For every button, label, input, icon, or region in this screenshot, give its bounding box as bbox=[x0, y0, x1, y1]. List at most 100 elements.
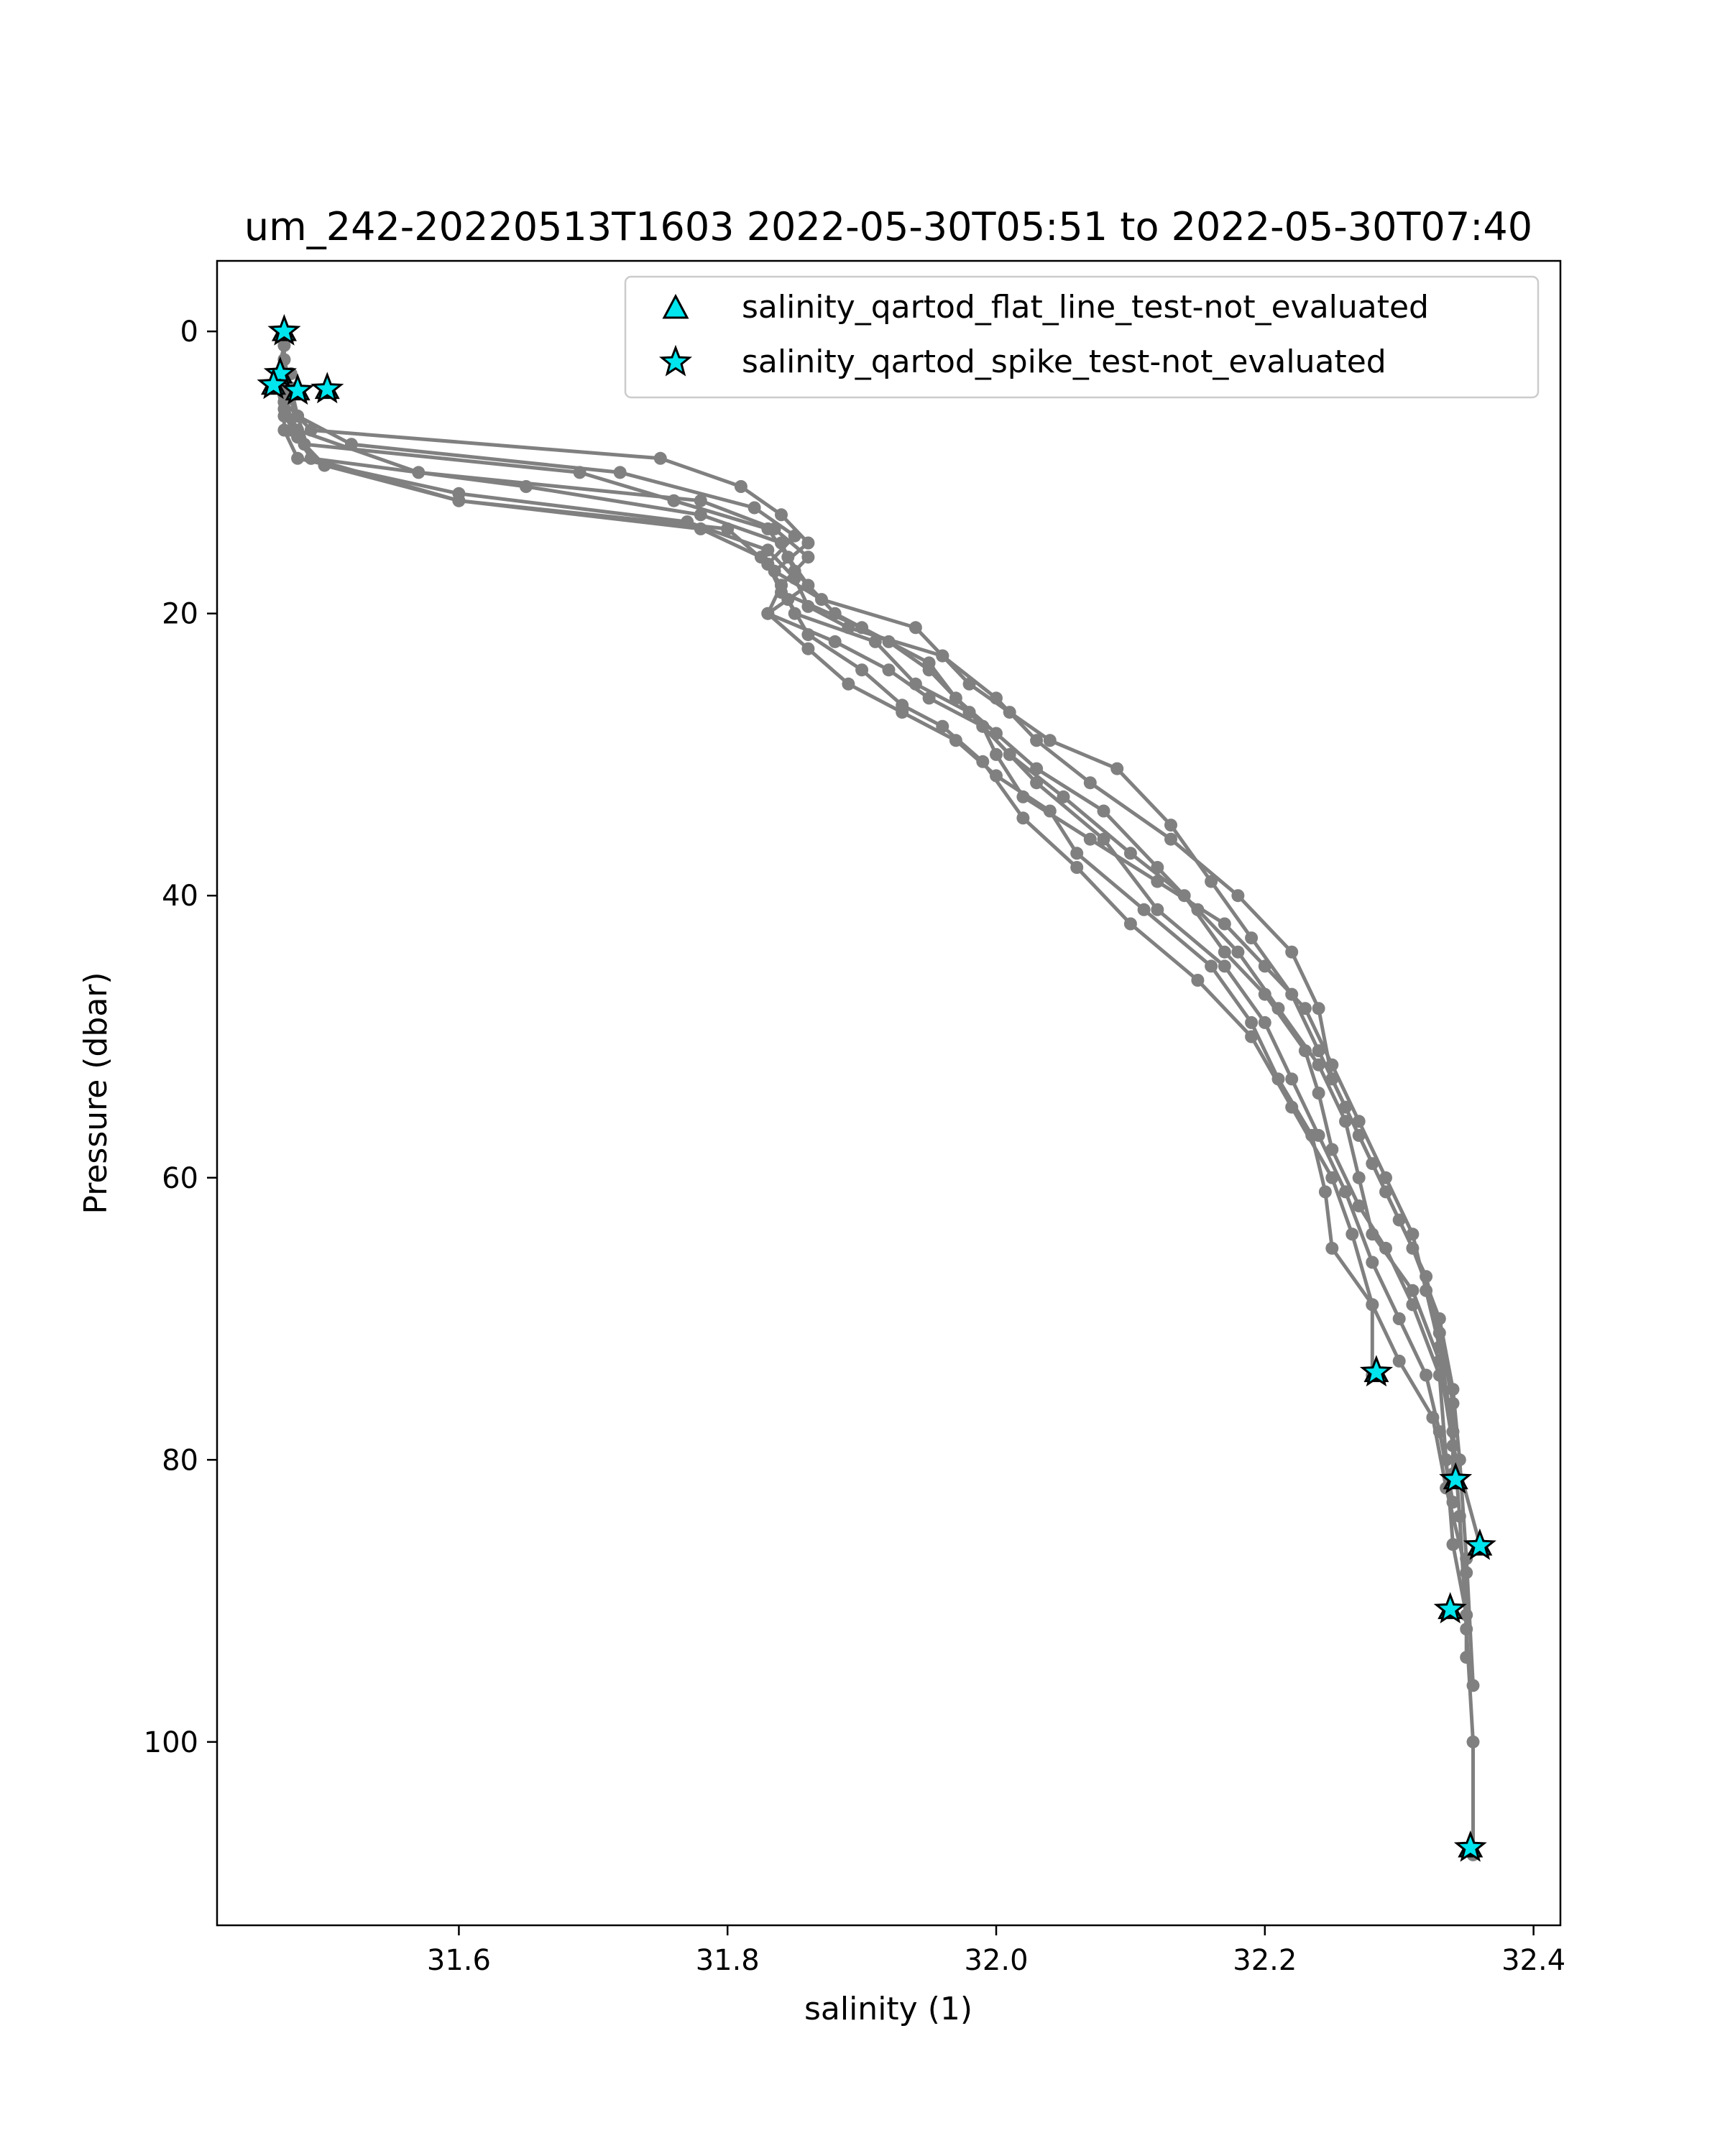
profile-point bbox=[1043, 734, 1057, 747]
legend-triangle-marker bbox=[662, 293, 689, 319]
profile-point bbox=[1110, 762, 1124, 775]
profile-point bbox=[1312, 1128, 1325, 1142]
profile-point bbox=[613, 466, 627, 479]
profile-point bbox=[936, 649, 949, 663]
profile-point bbox=[1446, 1496, 1460, 1509]
profile-point bbox=[788, 529, 801, 543]
profile-point bbox=[1177, 889, 1191, 903]
legend-label-flat-line: salinity_qartod_flat_line_test-not_evalu… bbox=[742, 289, 1429, 326]
legend-star-marker bbox=[658, 344, 693, 377]
profile-point bbox=[519, 480, 533, 493]
profile-point bbox=[1312, 1044, 1325, 1058]
profile-point bbox=[748, 501, 761, 515]
profile-point bbox=[1245, 1030, 1259, 1044]
spike-flag-marker bbox=[310, 372, 344, 404]
profile-point bbox=[1245, 1015, 1259, 1029]
profile-point bbox=[1366, 1298, 1379, 1312]
profile-point bbox=[828, 607, 842, 620]
profile-point bbox=[1070, 847, 1084, 860]
profile-point bbox=[1325, 1241, 1339, 1255]
profile-point bbox=[1325, 1072, 1339, 1086]
profile-point bbox=[908, 677, 922, 691]
profile-point bbox=[788, 564, 801, 578]
profile-point bbox=[1406, 1241, 1420, 1255]
profile-point bbox=[1043, 804, 1057, 818]
profile-point bbox=[1083, 832, 1097, 846]
profile-point bbox=[291, 409, 305, 423]
profile-point bbox=[734, 480, 748, 493]
profile-point bbox=[1318, 1185, 1332, 1199]
profile-point bbox=[1123, 917, 1137, 931]
x-axis-label: salinity (1) bbox=[804, 1991, 972, 2027]
x-tick-label: 31.6 bbox=[427, 1944, 491, 1977]
spike-flag-marker bbox=[1463, 1528, 1496, 1560]
y-tick-label: 0 bbox=[180, 315, 198, 349]
profile-point bbox=[1097, 804, 1110, 818]
profile-point bbox=[1446, 1439, 1460, 1452]
profile-point bbox=[768, 522, 781, 535]
profile-point bbox=[976, 719, 990, 733]
profile-line-4 bbox=[282, 373, 1468, 1616]
profile-point bbox=[842, 621, 855, 635]
profile-point bbox=[1432, 1312, 1446, 1325]
legend-label-spike: salinity_qartod_spike_test-not_evaluated bbox=[742, 344, 1386, 380]
spike-flag-marker bbox=[1433, 1592, 1467, 1623]
y-tick-label: 60 bbox=[162, 1162, 198, 1195]
profile-point bbox=[1258, 1015, 1271, 1029]
profile-point bbox=[1258, 987, 1271, 1001]
profile-line-7 bbox=[282, 402, 1475, 1686]
x-tick-label: 32.0 bbox=[964, 1944, 1028, 1977]
profile-point bbox=[1346, 1227, 1359, 1241]
profile-point bbox=[1352, 1171, 1366, 1184]
profile-point bbox=[1392, 1312, 1406, 1325]
profile-point bbox=[1285, 987, 1299, 1001]
profile-point bbox=[1083, 776, 1097, 790]
profile-point bbox=[1432, 1368, 1446, 1382]
profile-point bbox=[1097, 832, 1110, 846]
profile-point bbox=[990, 747, 1003, 761]
profile-point bbox=[1285, 1100, 1299, 1114]
profile-point bbox=[1446, 1538, 1460, 1552]
plot-area-frame bbox=[216, 259, 1562, 1927]
profile-point bbox=[1164, 819, 1177, 832]
profile-point bbox=[1406, 1298, 1420, 1312]
legend-box bbox=[624, 275, 1540, 399]
profile-point bbox=[1352, 1128, 1366, 1142]
profile-line-8 bbox=[282, 408, 1455, 1503]
profile-point bbox=[1285, 1072, 1299, 1086]
profile-point bbox=[896, 699, 909, 712]
profile-point bbox=[1466, 1735, 1480, 1749]
spike-flag-marker bbox=[1359, 1355, 1394, 1387]
profile-point bbox=[775, 508, 788, 522]
profile-point bbox=[1453, 1453, 1466, 1467]
x-tick-label: 32.4 bbox=[1501, 1944, 1565, 1977]
profile-point bbox=[801, 599, 815, 613]
legend: salinity_qartod_flat_line_test-not_evalu… bbox=[624, 275, 1540, 399]
profile-point bbox=[1030, 776, 1044, 790]
profile-line-6 bbox=[282, 395, 1374, 1376]
profile-point bbox=[801, 628, 815, 642]
profile-point bbox=[1218, 917, 1231, 931]
profile-point bbox=[277, 338, 291, 352]
profile-point bbox=[277, 423, 291, 437]
profile-point bbox=[1231, 945, 1245, 959]
profile-point bbox=[801, 536, 815, 550]
profile-point bbox=[1057, 790, 1070, 803]
profile-point bbox=[775, 536, 788, 550]
profile-point bbox=[882, 635, 896, 648]
profile-point bbox=[304, 451, 318, 465]
profile-point bbox=[1164, 832, 1177, 846]
profile-point bbox=[1191, 974, 1205, 987]
profile-point bbox=[761, 607, 775, 620]
profile-point bbox=[1137, 903, 1151, 916]
profile-point bbox=[976, 755, 990, 768]
profile-point bbox=[653, 451, 667, 465]
profile-point bbox=[761, 543, 775, 557]
profile-point bbox=[1218, 945, 1231, 959]
profile-point bbox=[922, 691, 936, 705]
profile-point bbox=[1379, 1241, 1392, 1255]
flag-layer bbox=[257, 313, 1496, 1862]
profile-point bbox=[1312, 1058, 1325, 1072]
y-tick-label: 40 bbox=[162, 880, 198, 913]
